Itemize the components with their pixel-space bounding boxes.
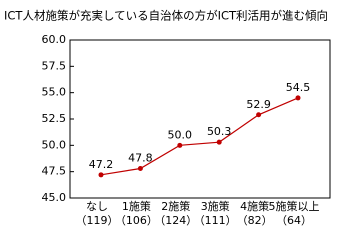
value-label: 50.0 [168, 128, 193, 141]
point [295, 95, 301, 101]
point [216, 139, 222, 145]
line [100, 97, 299, 176]
x-tick-sublabel: （64） [276, 214, 312, 227]
value-label: 54.5 [286, 81, 311, 94]
x-tick-label: 2施策 [161, 199, 190, 213]
y-tick-label: 60.0 [42, 33, 67, 46]
chart: ICT人材施策が充実している自治体の方がICT利活用が進む傾向 45.0 47.5… [4, 9, 331, 227]
point [256, 112, 262, 118]
value-label: 47.2 [89, 158, 114, 171]
x-tick-label: 5施策以上 [269, 199, 320, 213]
plot-frame [69, 39, 331, 199]
y-tick-label: 55.0 [42, 86, 67, 99]
y-tick-label: 47.5 [42, 165, 67, 178]
point [177, 142, 183, 148]
y-tick-label: 57.5 [42, 59, 67, 72]
x-tick-sublabel: （124） [154, 214, 197, 227]
x-tick-sublabel: （119） [76, 214, 119, 227]
y-tick-label: 45.0 [42, 191, 67, 204]
x-tick-sublabel: （82） [237, 214, 273, 227]
value-label: 47.8 [128, 152, 153, 165]
x-tick-label: 4施策 [240, 199, 269, 213]
value-label: 50.3 [207, 125, 232, 138]
y-tick-label: 50.0 [42, 138, 67, 151]
x-tick-label: なし [86, 200, 108, 213]
point [98, 172, 104, 178]
x-tick-sublabel: （106） [115, 214, 158, 227]
x-tick-sublabel: （111） [194, 214, 237, 227]
y-tick-label: 52.5 [42, 112, 67, 125]
point [137, 166, 143, 172]
x-tick-label: 3施策 [201, 199, 230, 213]
value-label: 52.9 [246, 98, 271, 111]
chart-title: ICT人材施策が充実している自治体の方がICT利活用が進む傾向 [4, 9, 328, 23]
x-tick-label: 1施策 [122, 199, 151, 213]
